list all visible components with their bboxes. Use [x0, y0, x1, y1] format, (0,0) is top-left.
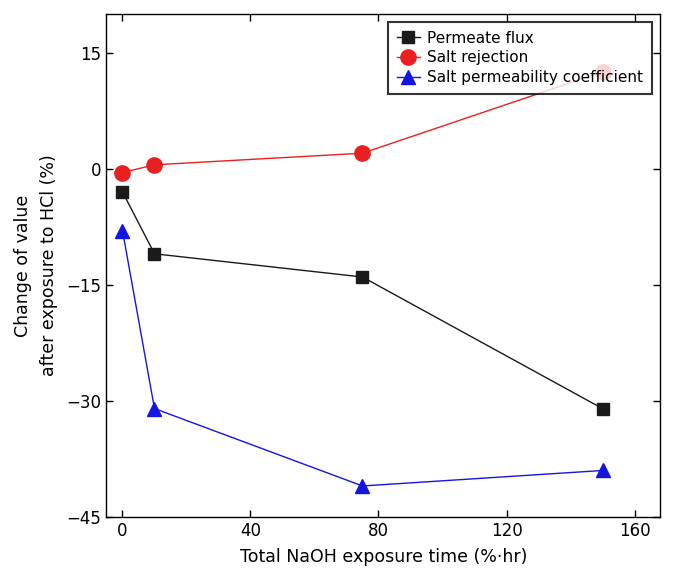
Y-axis label: Change of value
after exposure to HCl (%): Change of value after exposure to HCl (%…: [14, 154, 58, 376]
Line: Salt permeability coefficient: Salt permeability coefficient: [115, 224, 609, 493]
Salt permeability coefficient: [119, 227, 127, 234]
Salt rejection: [599, 68, 607, 75]
Salt permeability coefficient: [150, 405, 158, 412]
X-axis label: Total NaOH exposure time (%·hr): Total NaOH exposure time (%·hr): [240, 548, 527, 566]
Salt rejection: [359, 150, 367, 157]
Line: Salt rejection: Salt rejection: [115, 64, 610, 180]
Permeate flux: [150, 251, 158, 258]
Permeate flux: [119, 188, 127, 195]
Legend: Permeate flux, Salt rejection, Salt permeability coefficient: Permeate flux, Salt rejection, Salt perm…: [388, 21, 652, 94]
Salt rejection: [119, 169, 127, 176]
Salt permeability coefficient: [359, 483, 367, 490]
Permeate flux: [599, 405, 607, 412]
Line: Permeate flux: Permeate flux: [117, 186, 608, 414]
Salt rejection: [150, 161, 158, 168]
Salt permeability coefficient: [599, 467, 607, 474]
Permeate flux: [359, 274, 367, 281]
